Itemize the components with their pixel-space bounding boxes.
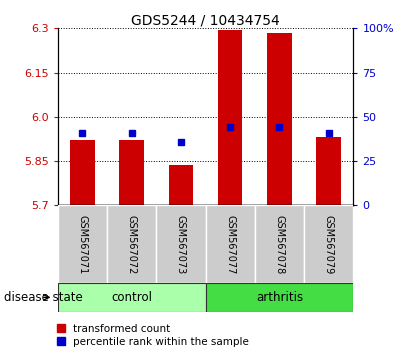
- Text: arthritis: arthritis: [256, 291, 303, 304]
- Title: GDS5244 / 10434754: GDS5244 / 10434754: [131, 13, 280, 27]
- Bar: [107, 205, 156, 283]
- Text: GSM567073: GSM567073: [176, 215, 186, 274]
- Bar: [169, 165, 193, 205]
- Bar: [206, 283, 353, 312]
- Text: GSM567079: GSM567079: [324, 215, 334, 274]
- Text: GSM567071: GSM567071: [77, 215, 87, 274]
- Bar: [156, 205, 206, 283]
- Bar: [255, 205, 304, 283]
- Text: GSM567077: GSM567077: [225, 215, 235, 274]
- Bar: [70, 141, 95, 205]
- Text: GSM567078: GSM567078: [275, 215, 284, 274]
- Bar: [218, 30, 242, 205]
- Bar: [119, 141, 144, 205]
- Bar: [316, 137, 341, 205]
- Text: GSM567072: GSM567072: [127, 215, 136, 274]
- Bar: [58, 283, 206, 312]
- Legend: transformed count, percentile rank within the sample: transformed count, percentile rank withi…: [55, 321, 251, 349]
- Text: control: control: [111, 291, 152, 304]
- Bar: [206, 205, 255, 283]
- Text: disease state: disease state: [4, 291, 83, 304]
- Bar: [58, 205, 107, 283]
- Bar: [304, 205, 353, 283]
- Bar: [267, 33, 292, 205]
